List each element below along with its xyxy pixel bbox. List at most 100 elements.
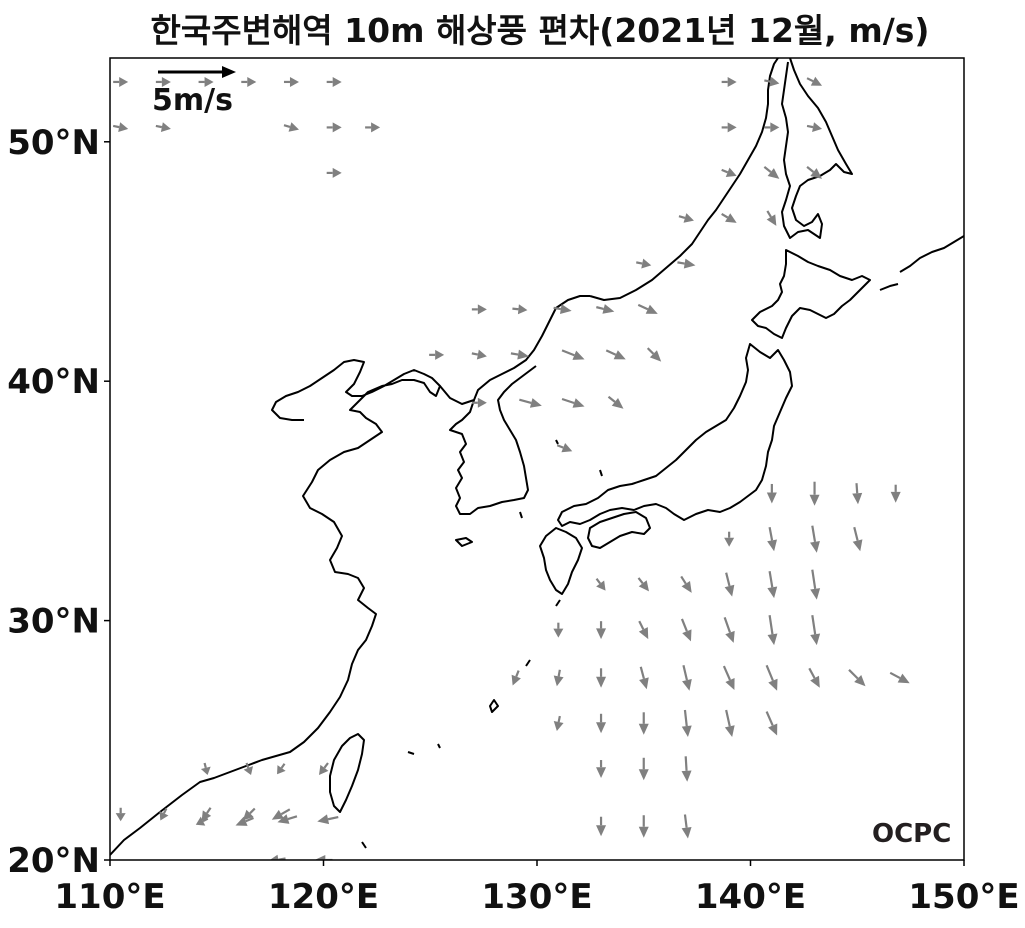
map-area (110, 58, 964, 860)
wind-arrow (682, 665, 692, 691)
wind-arrow-head (204, 76, 214, 87)
wind-arrow-shaft (889, 671, 901, 680)
wind-arrow (638, 712, 649, 735)
wind-arrow-head (553, 675, 564, 687)
wind-arrow (723, 617, 735, 643)
wind-arrow-head (810, 541, 820, 553)
wind-arrow (636, 258, 652, 269)
wind-arrow-shaft (848, 669, 859, 680)
wind-arrow-shaft (637, 577, 644, 585)
wind-arrow-head (119, 76, 129, 87)
wind-arrow-shaft (855, 483, 859, 494)
wind-arrow-shaft (768, 526, 774, 541)
honshu-coastline (557, 343, 793, 527)
ocpc-logo: OCPC (872, 819, 951, 849)
wind-arrow-shaft (683, 814, 688, 828)
wind-arrow-shaft (768, 615, 774, 635)
wind-arrow (243, 762, 254, 776)
wind-arrow-head (317, 814, 330, 825)
wind-arrow-head (242, 809, 254, 821)
wind-arrow (314, 855, 333, 860)
wind-arrow-shaft (721, 168, 729, 174)
wind-arrow-head (681, 725, 692, 738)
wind-arrow-head (611, 397, 624, 409)
wind-arrow (721, 122, 737, 133)
wind-arrow (553, 622, 564, 638)
wind-arrow-shaft (287, 815, 298, 821)
wind-arrow-shaft (763, 166, 772, 173)
wind-arrow-shaft (639, 666, 645, 679)
wind-arrow-head (596, 825, 607, 837)
wind-arrow (607, 395, 624, 409)
wind-arrow-head (645, 304, 658, 314)
wind-arrow-shaft (510, 352, 519, 356)
wind-arrow-shaft (557, 715, 561, 723)
wind-arrow (283, 122, 299, 132)
wind-arrow (112, 122, 129, 133)
wind-arrow-shaft (684, 756, 688, 771)
wind-arrow-head (161, 76, 171, 87)
wind-arrow (638, 757, 649, 781)
wind-arrow-head (767, 539, 777, 552)
wind-arrow (155, 122, 171, 133)
wind-arrow-head (596, 580, 606, 591)
wind-arrow (471, 397, 487, 408)
reference-vector: 5m/s (152, 66, 236, 118)
wind-arrow (512, 304, 528, 315)
wind-arrow-shaft (680, 575, 687, 585)
wind-arrow-shaft (561, 349, 575, 357)
wind-arrow-shaft (112, 124, 120, 129)
wind-arrow-shaft (683, 709, 688, 727)
wind-arrow-shaft (853, 526, 859, 541)
wind-arrow-shaft (682, 665, 689, 681)
wind-arrow-head (638, 627, 649, 640)
wind-arrow-head (681, 770, 692, 782)
wind-arrow-shaft (515, 670, 520, 677)
wind-arrow-head (553, 721, 564, 732)
wind-arrow (561, 349, 585, 360)
wind-arrow-head (638, 826, 649, 838)
wind-arrow-head (724, 537, 735, 547)
wind-arrow-head (725, 630, 735, 643)
wind-arrow-head (769, 76, 780, 87)
wind-arrow-head (897, 673, 910, 684)
wind-arrow (511, 670, 521, 686)
wind-arrow (277, 814, 298, 824)
wind-arrow (852, 483, 863, 505)
wind-arrow (767, 571, 778, 599)
wind-arrow-shaft (721, 212, 729, 219)
y-tick-label: 40°N (7, 362, 100, 402)
wind-arrow-shaft (206, 807, 212, 814)
wind-arrow-head (724, 725, 735, 738)
wind-arrow-head (271, 809, 284, 820)
wind-arrow-shaft (607, 395, 616, 403)
wind-arrow (681, 814, 692, 839)
wind-arrow (680, 575, 692, 593)
wind-arrow (198, 76, 214, 87)
wind-arrow-shaft (768, 571, 774, 588)
wind-arrow (471, 349, 487, 360)
y-tick-label: 20°N (7, 841, 100, 881)
wind-arrow (806, 122, 823, 133)
wind-arrow-head (724, 584, 735, 597)
wind-arrow-head (767, 633, 778, 646)
wind-arrow-head (810, 675, 820, 688)
wind-arrow-head (115, 813, 126, 822)
wind-arrow-head (289, 76, 299, 87)
wind-arrow-head (319, 764, 329, 776)
wind-arrow-shaft (765, 664, 774, 682)
wind-arrow (766, 210, 777, 226)
wind-arrow-head (572, 398, 585, 408)
wind-arrow (553, 669, 564, 687)
wind-arrow-head (727, 76, 737, 87)
wind-arrow-shaft (283, 124, 291, 129)
wind-arrow-head (572, 350, 585, 360)
wind-arrow (317, 814, 339, 825)
china-coastline (110, 359, 441, 856)
y-tick-label: 50°N (7, 123, 100, 163)
wind-arrow (680, 618, 692, 642)
sakhalin-coastline (781, 58, 853, 239)
wind-arrow (722, 665, 735, 691)
wind-arrow (767, 615, 778, 646)
